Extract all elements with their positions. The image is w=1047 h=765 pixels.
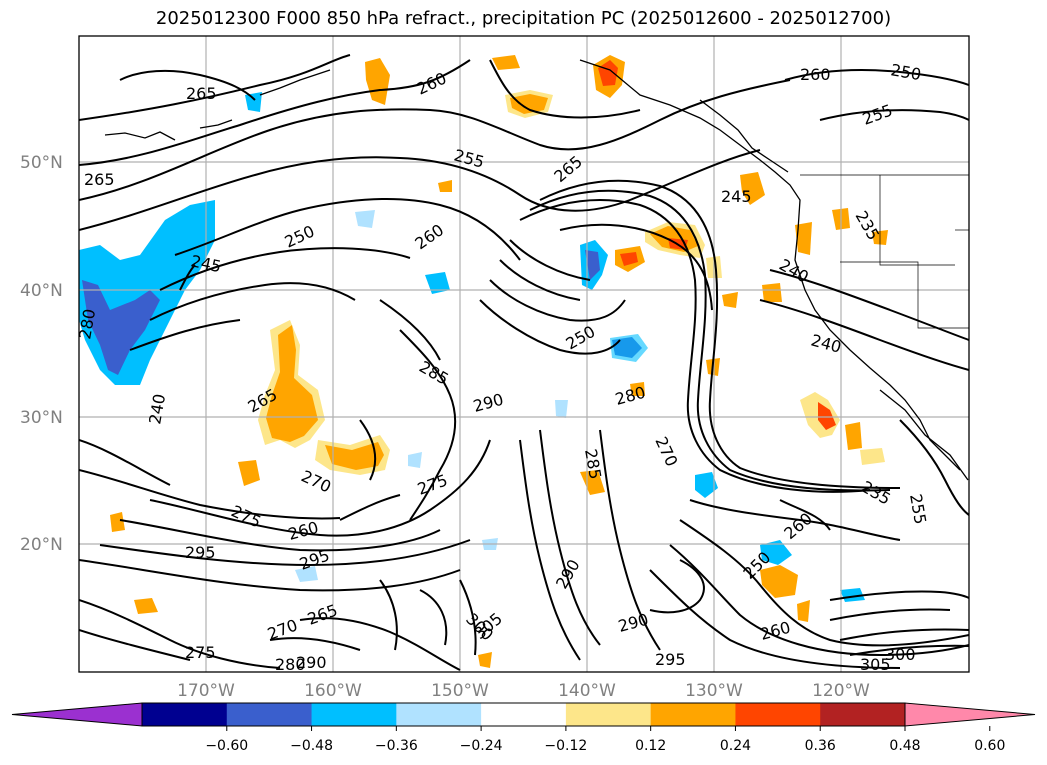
contour-label: 245 [721,187,752,206]
contour-label: 275 [185,643,216,662]
latitude-labels: 50°N 40°N 30°N 20°N [20,153,63,555]
colorbar-tick-label: −0.12 [544,738,587,754]
colorbar-tick-label: −0.24 [460,738,503,754]
colorbar-segment [820,703,906,726]
contour-label: 290 [296,653,327,672]
precip-negative-shading [79,92,865,602]
colorbar-segment [226,703,313,726]
colorbar-tick-label: 0.36 [805,738,836,754]
map-title: 2025012300 F000 850 hPa refract., precip… [155,8,892,29]
coastlines [104,59,969,481]
longitude-labels: 170°W 160°W 150°W 140°W 130°W 120°W [177,681,870,701]
contour-label: 305 [860,655,891,674]
refractivity-contours [79,54,969,671]
lon-label-150w: 150°W [431,681,489,701]
colorbar-segment [142,703,228,726]
colorbar-tick-label: −0.60 [205,738,248,754]
map-frame [78,35,970,673]
colorbar-segment [650,703,736,726]
colorbar-segment [565,703,652,726]
colorbar-tick-label: 0.60 [974,738,1005,754]
map-panel [79,36,969,672]
contour-label: 260 [800,65,831,84]
colorbar: −0.60 −0.48 −0.36 −0.24 −0.12 0.12 0.24 0.36 0.4… [11,702,1036,754]
contour-label: 295 [185,543,216,562]
colorbar-extend-low [11,702,143,727]
lat-label-40n: 40°N [20,281,63,301]
contour-label: 265 [186,84,217,103]
colorbar-tick-label: −0.36 [375,738,418,754]
lon-label-120w: 120°W [812,681,870,701]
contour-label: 295 [655,650,686,669]
state-borders [800,174,969,329]
colorbar-tick-label: 0.12 [635,738,666,754]
colorbar-segment [735,703,821,726]
contour-label: 280 [275,655,306,674]
lat-label-20n: 20°N [20,535,63,555]
colorbar-segment [481,703,567,726]
lon-label-140w: 140°W [558,681,616,701]
colorbar-extend-high [904,702,1036,727]
lat-label-50n: 50°N [20,153,63,173]
precip-positive-shading [110,55,888,668]
colorbar-segment [396,703,482,726]
colorbar-frame [141,702,906,727]
lon-label-160w: 160°W [304,681,362,701]
colorbar-tick-label: 0.24 [720,738,751,754]
contour-label: 265 [84,170,115,189]
lon-label-170w: 170°W [177,681,235,701]
colorbar-tick-label: −0.48 [290,738,333,754]
lon-label-130w: 130°W [685,681,743,701]
colorbar-segment [311,703,397,726]
colorbar-tick-label: 0.48 [889,738,920,754]
lat-label-30n: 30°N [20,408,63,428]
contour-label: 300 [885,645,916,664]
